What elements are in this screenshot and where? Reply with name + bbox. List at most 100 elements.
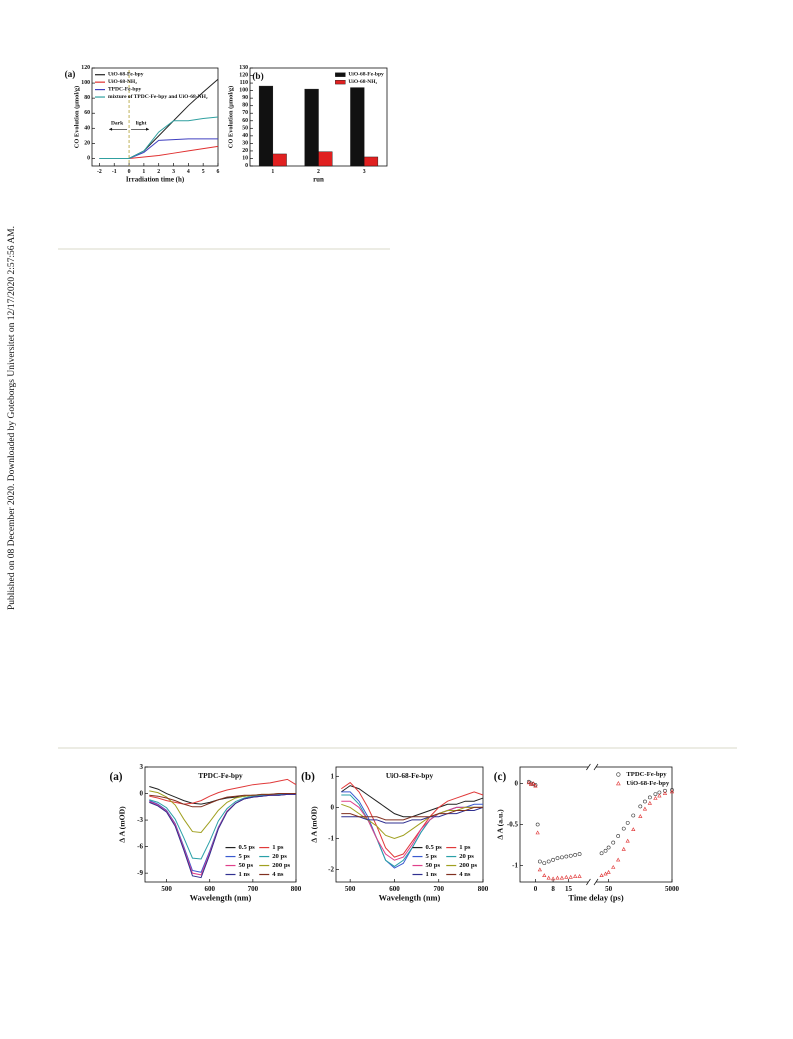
data-point bbox=[616, 857, 621, 862]
series-line bbox=[341, 803, 483, 840]
data-point bbox=[542, 861, 547, 866]
legend-label: 5 ps bbox=[238, 853, 250, 860]
plot-frame bbox=[144, 766, 297, 883]
legend-label: 4 ns bbox=[459, 871, 471, 878]
x-axis-label: Irradiation time (h) bbox=[126, 175, 185, 183]
series-line bbox=[341, 800, 483, 861]
legend-label: 1 ns bbox=[425, 871, 437, 878]
y-tick-label: 0 bbox=[515, 779, 519, 787]
axis-break bbox=[586, 878, 591, 886]
data-point bbox=[616, 834, 621, 838]
panel-label: (b) bbox=[252, 72, 263, 82]
data-point bbox=[663, 788, 667, 793]
data-point bbox=[653, 795, 658, 800]
y-tick-label: 110 bbox=[240, 80, 248, 86]
bar bbox=[363, 156, 379, 167]
axis-break-gap bbox=[588, 765, 596, 769]
y-tick-label: 0 bbox=[87, 155, 90, 161]
y-tick-label: 20 bbox=[242, 148, 248, 154]
y-tick-label: 120 bbox=[81, 65, 90, 71]
y-tick-label: 120 bbox=[239, 73, 248, 79]
y-axis-label: CO Evolution (μmol/g) bbox=[228, 86, 235, 148]
data-point bbox=[638, 804, 643, 809]
data-point bbox=[647, 800, 652, 805]
data-point bbox=[577, 874, 582, 878]
y-tick-label: 60 bbox=[84, 110, 90, 116]
x-axis-label: Wavelength (nm) bbox=[379, 894, 441, 903]
y-tick-label: 0 bbox=[331, 803, 335, 811]
data-point bbox=[577, 852, 582, 856]
legend-marker bbox=[616, 772, 621, 777]
y-tick-label: -3 bbox=[137, 816, 143, 824]
data-point bbox=[550, 876, 556, 881]
bar bbox=[272, 153, 287, 167]
legend-label: 0.5 ps bbox=[238, 844, 255, 851]
axis-break bbox=[593, 878, 599, 886]
data-point bbox=[662, 791, 668, 795]
y-tick-label: 10 bbox=[242, 155, 248, 161]
data-point bbox=[533, 783, 538, 787]
x-tick-label: 800 bbox=[291, 885, 302, 893]
data-point bbox=[631, 813, 636, 818]
legend-label: 50 ps bbox=[238, 862, 253, 869]
series-line bbox=[341, 806, 484, 824]
data-point bbox=[599, 851, 604, 856]
data-point bbox=[606, 869, 611, 874]
data-point bbox=[611, 840, 616, 845]
y-tick-label: 40 bbox=[242, 133, 248, 139]
bar bbox=[350, 87, 365, 167]
data-point bbox=[599, 873, 604, 878]
chart-title: UiO-68-Fe-bpy bbox=[386, 771, 434, 780]
legend-label: 20 ps bbox=[272, 853, 287, 860]
annotation-arrowhead bbox=[146, 127, 150, 131]
x-tick-label: 500 bbox=[345, 885, 356, 893]
legend-label: TPDC-Fe-bpy bbox=[626, 771, 667, 778]
series-line bbox=[99, 145, 219, 159]
legend-label: 1 ps bbox=[272, 844, 284, 851]
series-line bbox=[99, 116, 219, 159]
axis-break bbox=[593, 763, 599, 771]
data-point bbox=[603, 848, 608, 853]
legend-label: 1 ns bbox=[238, 871, 250, 878]
data-point bbox=[643, 799, 647, 804]
x-tick-label: -2 bbox=[97, 169, 102, 175]
y-tick-label: -1 bbox=[512, 862, 518, 870]
data-point bbox=[535, 830, 540, 835]
y-tick-label: 80 bbox=[242, 103, 248, 109]
data-point bbox=[625, 820, 630, 825]
data-point bbox=[546, 859, 551, 864]
x-tick-label: 6 bbox=[217, 169, 220, 175]
data-point bbox=[642, 806, 648, 811]
x-tick-label: 1 bbox=[142, 169, 145, 175]
y-tick-label: -6 bbox=[137, 843, 143, 851]
data-point bbox=[647, 795, 652, 800]
data-point bbox=[555, 875, 560, 880]
data-point bbox=[573, 852, 578, 857]
data-point bbox=[670, 788, 674, 792]
panel-label: (a) bbox=[65, 70, 76, 80]
data-point bbox=[555, 856, 560, 861]
plot-frame bbox=[335, 766, 484, 883]
legend-marker bbox=[616, 781, 621, 786]
legend-label: UiO-68-Fe-bpy bbox=[108, 72, 144, 78]
x-tick-label: 5 bbox=[202, 169, 205, 175]
x-tick-label: 0 bbox=[128, 169, 131, 175]
panel-label: (b) bbox=[301, 771, 315, 783]
panel-label: (c) bbox=[494, 771, 507, 783]
data-point bbox=[560, 855, 564, 860]
legend-label: UiO-68-NH₂ bbox=[108, 79, 137, 85]
series-line bbox=[341, 806, 483, 821]
bar bbox=[258, 85, 274, 167]
series-line bbox=[149, 793, 296, 808]
x-tick-label: 700 bbox=[433, 885, 444, 893]
y-tick-label: -9 bbox=[137, 869, 143, 877]
x-tick-label: 500 bbox=[161, 885, 172, 893]
data-point bbox=[669, 789, 675, 794]
legend-label: 20 ps bbox=[459, 853, 474, 860]
y-tick-label: 80 bbox=[84, 95, 90, 101]
x-tick-label: 50 bbox=[605, 885, 613, 893]
y-tick-label: 30 bbox=[242, 140, 248, 146]
data-point bbox=[551, 857, 555, 862]
